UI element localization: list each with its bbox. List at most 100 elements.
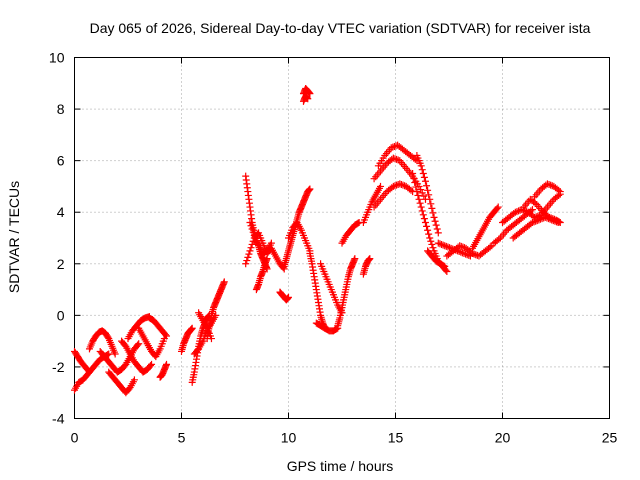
data-point — [243, 257, 251, 265]
data-point — [220, 278, 228, 286]
data-point — [146, 362, 154, 370]
data-point — [421, 177, 429, 185]
data-point — [163, 332, 171, 340]
data-point — [391, 182, 399, 190]
data-point — [555, 218, 563, 226]
data-point — [413, 188, 421, 196]
data-point — [511, 208, 519, 216]
data-point — [494, 203, 502, 211]
data-point — [263, 255, 271, 263]
chart-title: Day 065 of 2026, Sidereal Day-to-day VTE… — [90, 20, 591, 36]
data-point — [148, 360, 156, 368]
data-point — [528, 206, 536, 214]
data-point — [111, 350, 119, 358]
data-point — [415, 182, 423, 190]
data-point — [420, 192, 428, 200]
data-point — [446, 244, 454, 252]
data-series — [71, 84, 564, 397]
data-point — [248, 225, 256, 233]
data-point — [493, 204, 501, 212]
data-point — [411, 179, 419, 187]
data-point — [439, 241, 447, 249]
axis-ticks: 0 5 10 15 20 25 -4 -2 0 2 4 6 8 10 — [49, 50, 618, 446]
data-point — [426, 234, 434, 242]
data-point — [417, 162, 425, 170]
data-point — [188, 324, 196, 332]
data-point — [424, 186, 432, 194]
data-point — [407, 186, 415, 194]
data-point — [515, 207, 523, 215]
data-point — [547, 214, 555, 222]
data-point — [434, 239, 442, 247]
data-point — [366, 255, 374, 263]
data-point — [417, 203, 425, 211]
data-point — [418, 189, 426, 197]
data-point — [547, 181, 555, 189]
data-point — [463, 251, 471, 259]
data-point — [134, 341, 142, 349]
data-point — [424, 226, 432, 234]
data-point — [470, 250, 478, 258]
data-point — [130, 376, 138, 384]
data-point — [444, 243, 452, 251]
data-point — [454, 247, 462, 255]
data-point — [409, 170, 417, 178]
data-point — [452, 246, 460, 254]
data-point — [418, 207, 426, 215]
y-tick-label: 10 — [49, 50, 65, 66]
data-point — [248, 240, 256, 248]
data-point — [431, 217, 439, 225]
data-point — [242, 260, 250, 268]
x-tick-label: 10 — [281, 430, 297, 446]
data-point — [393, 181, 401, 189]
data-point — [455, 248, 463, 256]
data-point — [244, 253, 252, 261]
data-point — [418, 166, 426, 174]
data-point — [428, 204, 436, 212]
data-point — [389, 143, 397, 151]
data-point — [267, 239, 275, 247]
y-tick-label: 0 — [57, 307, 65, 323]
data-point — [393, 155, 401, 163]
data-point — [245, 250, 253, 258]
data-point — [465, 251, 473, 259]
data-point — [441, 262, 449, 270]
data-point — [389, 154, 397, 162]
data-point — [247, 244, 255, 252]
x-tick-label: 15 — [388, 430, 404, 446]
data-point — [416, 199, 424, 207]
y-axis-title: SDTVAR / TECUs — [6, 181, 22, 293]
data-point — [425, 230, 433, 238]
data-point — [249, 228, 257, 236]
y-tick-label: 6 — [57, 153, 65, 169]
y-tick-label: -4 — [52, 411, 65, 427]
data-point — [440, 262, 448, 270]
data-point — [473, 251, 481, 259]
data-point — [420, 173, 428, 181]
data-point — [161, 331, 169, 339]
data-point — [397, 180, 405, 188]
data-point — [486, 243, 494, 251]
data-point — [538, 215, 546, 223]
y-tick-label: 8 — [57, 101, 65, 117]
data-point — [442, 242, 450, 250]
data-point — [428, 240, 436, 248]
data-point — [421, 219, 429, 227]
data-point — [419, 211, 427, 219]
data-point — [420, 215, 428, 223]
y-tick-label: -2 — [52, 359, 65, 375]
data-point — [528, 219, 536, 227]
data-point — [532, 217, 540, 225]
data-point — [351, 255, 359, 263]
data-point — [85, 368, 93, 376]
data-point — [425, 191, 433, 199]
data-point — [412, 183, 420, 191]
data-point — [246, 219, 254, 227]
data-point — [306, 185, 314, 193]
y-tick-label: 2 — [57, 256, 65, 272]
data-point — [441, 242, 449, 250]
data-point — [449, 245, 457, 253]
x-axis-title: GPS time / hours — [287, 458, 394, 474]
data-point — [513, 208, 521, 216]
